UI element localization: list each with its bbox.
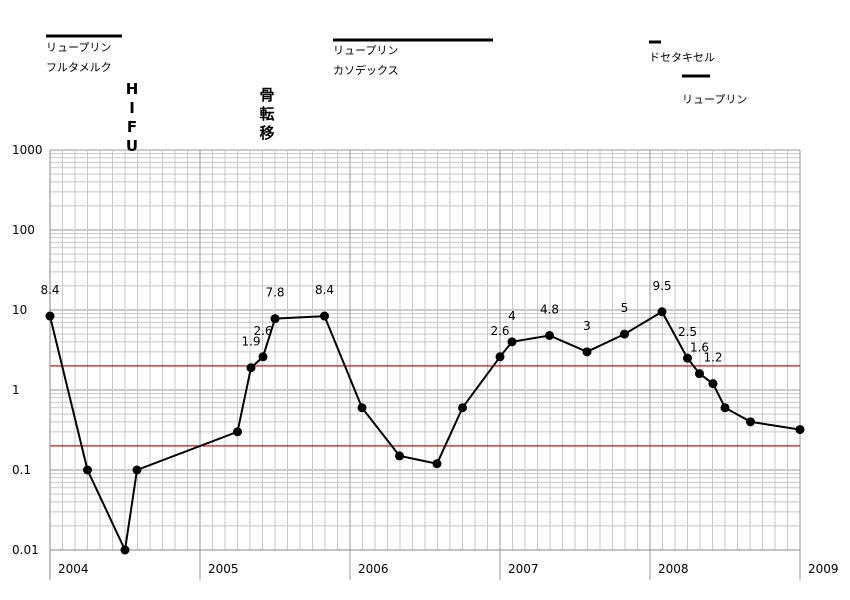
data-point xyxy=(746,417,755,427)
data-point xyxy=(83,465,92,475)
data-point xyxy=(132,465,142,475)
vertical-char: 移 xyxy=(259,124,274,142)
reference-lines xyxy=(50,365,800,447)
vertical-char: 転 xyxy=(259,105,274,123)
data-label: 8.4 xyxy=(315,283,334,297)
data-point xyxy=(720,403,730,413)
leuprorelin-1-label: リュープリン xyxy=(46,41,111,54)
y-tick-label: 10 xyxy=(12,303,27,317)
data-label: 1.9 xyxy=(241,335,260,349)
data-label: 8.4 xyxy=(40,283,59,297)
data-point xyxy=(320,311,329,321)
x-tick-label: 2009 xyxy=(808,562,839,576)
data-point xyxy=(495,352,505,362)
data-label: 4.8 xyxy=(540,303,559,317)
data-point xyxy=(233,427,242,437)
data-label: 2.5 xyxy=(678,325,697,339)
data-label: 5 xyxy=(621,301,629,315)
x-tick-labels: 2004 2005 2006 2007 2008 2009 xyxy=(58,562,839,576)
leuprorelin-3-label: リュープリン xyxy=(682,93,747,106)
data-point xyxy=(120,545,130,555)
data-point xyxy=(507,337,517,347)
x-tick-label: 2006 xyxy=(358,562,389,576)
data-label: 4 xyxy=(508,309,516,323)
data-point xyxy=(620,329,629,339)
vertical-char: H xyxy=(126,80,139,98)
data-label: 2.6 xyxy=(253,324,272,338)
data-point xyxy=(258,352,268,362)
data-label: 3 xyxy=(583,319,591,333)
vertical-char: U xyxy=(126,137,138,155)
treatment-annotations: リュープリン フルタメルク リュープリン カソデックス ドセタキセル リュープリ… xyxy=(46,34,747,155)
data-point xyxy=(357,403,367,413)
data-point xyxy=(545,331,554,341)
vertical-char: 骨 xyxy=(259,86,274,104)
data-point xyxy=(246,363,256,373)
data-point xyxy=(657,307,667,317)
data-label: 2.6 xyxy=(490,324,509,338)
data-point xyxy=(270,314,280,324)
data-point xyxy=(683,353,692,363)
y-tick-label: 1 xyxy=(12,383,20,397)
data-label: 1.2 xyxy=(703,351,722,365)
data-label: 1.6 xyxy=(690,341,709,355)
casodex-label: カソデックス xyxy=(333,63,399,77)
x-tick-label: 2004 xyxy=(58,562,89,576)
data-label: 7.8 xyxy=(265,286,284,300)
data-label: 9.5 xyxy=(652,279,671,293)
y-tick-label: 0.1 xyxy=(12,463,31,477)
data-point xyxy=(458,403,467,413)
y-tick-labels: 1000 100 10 1 0.1 0.01 xyxy=(12,143,43,557)
data-point xyxy=(582,347,592,357)
x-tick-label: 2005 xyxy=(208,562,239,576)
vertical-char: F xyxy=(127,118,137,136)
vertical-char: I xyxy=(129,99,135,117)
chart-axes xyxy=(49,150,800,580)
docetaxel-label: ドセタキセル xyxy=(649,51,715,64)
x-tick-label: 2008 xyxy=(658,562,689,576)
data-points xyxy=(45,307,805,555)
y-tick-label: 100 xyxy=(12,223,35,237)
y-tick-label: 1000 xyxy=(12,143,43,157)
data-point xyxy=(45,311,55,321)
x-tick-label: 2007 xyxy=(508,562,539,576)
data-point xyxy=(695,369,704,379)
y-tick-label: 0.01 xyxy=(12,543,39,557)
chart-grid xyxy=(49,149,801,580)
data-point xyxy=(795,425,805,435)
leuprorelin-2-label: リュープリン xyxy=(333,44,398,57)
data-point xyxy=(432,459,442,469)
data-point xyxy=(708,379,718,389)
bone-metastasis-vertical-label: 骨転移 xyxy=(259,86,274,142)
data-point xyxy=(395,451,404,461)
flutamide-label: フルタメルク xyxy=(46,61,112,74)
